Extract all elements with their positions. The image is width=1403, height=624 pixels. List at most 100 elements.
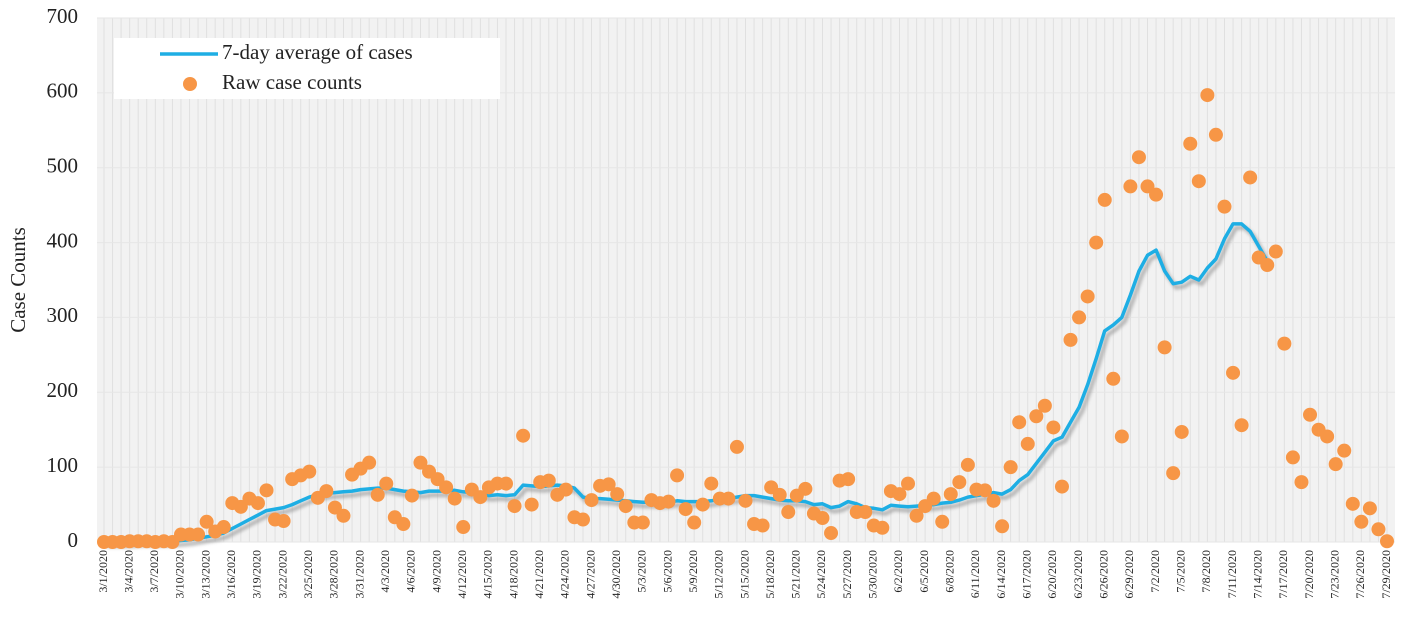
dot: [952, 475, 967, 490]
dot: [1320, 429, 1335, 444]
x-tick-label: 7/14/2020: [1250, 550, 1264, 599]
dot: [439, 480, 454, 495]
legend-box: [114, 38, 500, 99]
dot: [1285, 450, 1300, 465]
dot: [798, 481, 813, 496]
x-tick-label: 5/27/2020: [840, 550, 854, 599]
x-tick-label: 5/21/2020: [789, 550, 803, 599]
dot: [447, 491, 462, 506]
legend: 7-day average of cases Raw case counts: [114, 38, 500, 99]
dot: [841, 472, 856, 487]
dot: [781, 505, 796, 520]
dot: [1003, 460, 1018, 475]
x-tick-label: 6/17/2020: [1020, 550, 1034, 599]
x-tick-label: 6/14/2020: [994, 550, 1008, 599]
dot: [892, 487, 907, 502]
dot: [901, 476, 916, 491]
dot: [276, 514, 291, 529]
dot: [1380, 534, 1394, 549]
x-tick-label: 3/22/2020: [275, 550, 289, 599]
dot: [524, 497, 539, 512]
x-tick-label: 3/19/2020: [250, 550, 264, 599]
dot: [413, 455, 428, 470]
dot: [1303, 407, 1318, 422]
x-tick-label: 3/25/2020: [301, 550, 315, 599]
x-tick-label: 4/18/2020: [506, 550, 520, 599]
dot: [678, 502, 693, 517]
dot: [960, 457, 975, 472]
dot: [1114, 429, 1129, 444]
x-tick-label: 4/24/2020: [558, 550, 572, 599]
dot: [729, 439, 744, 454]
y-tick-label: 700: [47, 4, 79, 28]
dot: [1268, 244, 1283, 259]
y-tick-label: 100: [47, 453, 79, 477]
x-tick-label: 5/18/2020: [763, 550, 777, 599]
legend-label: Raw case counts: [222, 70, 362, 94]
dot: [755, 518, 770, 533]
dot: [302, 464, 317, 479]
dot: [1046, 420, 1061, 435]
x-tick-label: 3/28/2020: [327, 550, 341, 599]
x-tick-label: 3/16/2020: [224, 550, 238, 599]
dot: [1226, 365, 1241, 380]
x-tick-label: 6/20/2020: [1045, 550, 1059, 599]
dot: [695, 497, 710, 512]
dot: [1208, 127, 1223, 142]
dot: [575, 512, 590, 527]
x-tick-label: 7/26/2020: [1353, 550, 1367, 599]
y-tick-label: 0: [68, 528, 79, 552]
x-tick-label: 7/20/2020: [1302, 550, 1316, 599]
dot: [1191, 174, 1206, 189]
dot: [1345, 496, 1360, 511]
dot: [191, 527, 206, 542]
dot: [1234, 418, 1249, 433]
dot: [1072, 310, 1087, 325]
x-tick-label: 7/29/2020: [1379, 550, 1393, 599]
dot: [1183, 136, 1198, 151]
dot: [404, 488, 419, 503]
dot: [319, 484, 334, 499]
x-tick-label: 3/31/2020: [352, 550, 366, 599]
dot: [499, 476, 514, 491]
x-tick-label: 6/5/2020: [917, 550, 931, 593]
dot: [1029, 409, 1044, 424]
x-tick-label: 4/21/2020: [532, 550, 546, 599]
dot: [943, 487, 958, 502]
dot: [1157, 340, 1172, 355]
x-tick-label: 5/30/2020: [866, 550, 880, 599]
dot: [670, 468, 685, 483]
dot: [1260, 258, 1275, 273]
dot: [1200, 88, 1215, 103]
dot: [558, 482, 573, 497]
dot: [721, 491, 736, 506]
x-tick-label: 4/6/2020: [404, 550, 418, 593]
dot: [216, 520, 231, 535]
dot: [909, 508, 924, 523]
dot: [1354, 514, 1369, 529]
dot: [259, 483, 274, 498]
dot: [858, 505, 873, 520]
dot: [1337, 443, 1352, 458]
y-axis-label: Case Counts: [6, 227, 30, 333]
y-tick-label: 200: [47, 378, 79, 402]
x-tick-label: 7/8/2020: [1199, 550, 1213, 593]
x-tick-label: 3/4/2020: [121, 550, 135, 593]
dot: [379, 476, 394, 491]
dot: [1277, 336, 1292, 351]
dot: [1294, 475, 1309, 490]
dot: [1063, 332, 1078, 347]
dot: [926, 491, 941, 506]
dot: [1020, 436, 1035, 451]
dot: [1166, 466, 1181, 481]
y-tick-label: 600: [47, 79, 79, 103]
x-tick-label: 7/2/2020: [1148, 550, 1162, 593]
x-tick-label: 4/12/2020: [455, 550, 469, 599]
dot: [601, 477, 616, 492]
dot: [396, 517, 411, 532]
legend-swatch: [183, 77, 197, 91]
dot: [250, 496, 265, 511]
x-tick-label: 7/11/2020: [1225, 550, 1239, 598]
x-tick-label: 5/12/2020: [712, 550, 726, 599]
x-tick-label: 5/15/2020: [737, 550, 751, 599]
